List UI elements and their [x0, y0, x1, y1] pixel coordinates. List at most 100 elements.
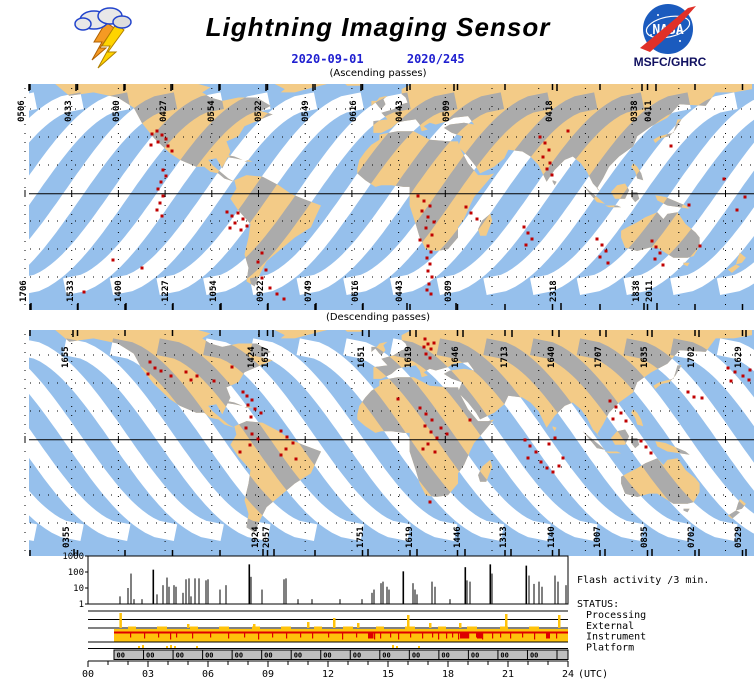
utc-unit-label: (UTC) — [578, 669, 608, 680]
pass-ticks — [29, 330, 744, 556]
svg-text:1619: 1619 — [404, 346, 414, 368]
svg-text:0500: 0500 — [112, 100, 122, 122]
svg-text:1619: 1619 — [405, 526, 415, 548]
svg-text:1629: 1629 — [734, 346, 744, 368]
svg-text:0338: 0338 — [630, 100, 640, 122]
pass-time-labels: 0506 0433 0500 0427 0554 0522 0549 0616 0443 0509… — [17, 84, 658, 310]
nasa-logo: NASA — [640, 4, 696, 54]
svg-text:0443: 0443 — [395, 280, 405, 302]
svg-text:00: 00 — [323, 652, 331, 660]
svg-text:0702: 0702 — [687, 526, 697, 548]
svg-text:0616: 0616 — [351, 280, 361, 302]
svg-text:1751: 1751 — [356, 526, 366, 548]
nasa-orbit-ellipse — [645, 15, 691, 39]
svg-text:0549: 0549 — [301, 100, 311, 122]
cloud-icon — [74, 7, 132, 31]
date-doy: 2020/245 — [406, 52, 465, 66]
svg-text:03: 03 — [142, 669, 154, 680]
svg-text:0922: 0922 — [256, 280, 266, 302]
svg-text:06: 06 — [202, 669, 214, 680]
svg-text:1657: 1657 — [261, 346, 271, 368]
descending-caption: (Descending passes) — [325, 312, 431, 323]
graticule — [24, 334, 754, 552]
svg-text:0418: 0418 — [545, 100, 555, 122]
page-title: Lightning Imaging Sensor — [205, 12, 551, 42]
svg-text:0616: 0616 — [349, 100, 359, 122]
storm-cloud-lightning-icon — [74, 7, 132, 69]
svg-text:1446: 1446 — [453, 526, 463, 548]
svg-text:00: 00 — [500, 652, 508, 660]
instrument-red-line — [114, 631, 568, 640]
svg-text:09: 09 — [262, 669, 274, 680]
pass-time-labels: 1655 1424 1657 1651 1619 1646 1713 1640 1707 1635… — [61, 330, 747, 556]
svg-text:1702: 1702 — [687, 346, 697, 368]
svg-text:0506: 0506 — [17, 100, 27, 122]
svg-text:100: 100 — [68, 568, 84, 578]
svg-text:1706: 1706 — [19, 280, 29, 302]
svg-text:0749: 0749 — [304, 280, 314, 302]
svg-text:00: 00 — [82, 669, 94, 680]
flash-dots — [82, 129, 747, 301]
instrument-status-band — [114, 626, 568, 642]
activity-plot-box — [87, 555, 569, 605]
status-row-label: Processing — [586, 610, 646, 621]
svg-text:0411: 0411 — [644, 100, 654, 122]
svg-text:00: 00 — [146, 652, 154, 660]
svg-text:1140: 1140 — [547, 526, 557, 548]
svg-text:12: 12 — [322, 669, 334, 680]
svg-text:00: 00 — [117, 652, 125, 660]
ascending-caption: (Ascending passes) — [329, 68, 427, 79]
svg-text:00: 00 — [382, 652, 390, 660]
svg-text:0427: 0427 — [159, 100, 169, 122]
svg-text:0509: 0509 — [442, 100, 452, 122]
svg-text:0433: 0433 — [64, 100, 74, 122]
platform-status-marks — [138, 645, 420, 648]
svg-text:00: 00 — [441, 652, 449, 660]
svg-text:00: 00 — [471, 652, 479, 660]
svg-text:1651: 1651 — [357, 346, 367, 368]
svg-text:1924: 1924 — [251, 526, 261, 548]
status-row-label: Platform — [586, 642, 634, 653]
svg-text:1640: 1640 — [547, 346, 557, 368]
svg-text:0443: 0443 — [395, 100, 405, 122]
map-ascending-passes: 0506 0433 0500 0427 0554 0522 0549 0616 0443 0509… — [17, 84, 754, 310]
svg-text:1: 1 — [79, 600, 84, 610]
svg-text:1400: 1400 — [114, 280, 124, 302]
svg-text:18: 18 — [442, 669, 454, 680]
svg-text:1227: 1227 — [161, 280, 171, 302]
pass-ticks — [29, 84, 744, 310]
svg-text:0554: 0554 — [207, 100, 217, 122]
graticule — [24, 88, 754, 306]
svg-text:24: 24 — [562, 669, 574, 680]
flash-activity-bars — [119, 564, 567, 604]
utc-axis: 00 03 06 09 12 15 18 21 24 (UTC) — [82, 660, 608, 680]
svg-text:00: 00 — [235, 652, 243, 660]
svg-text:21: 21 — [502, 669, 514, 680]
lightning-bolt-yellow-icon — [97, 23, 125, 69]
agency-label: MSFC/GHRC — [633, 55, 707, 69]
svg-text:15: 15 — [382, 669, 394, 680]
svg-text:00: 00 — [530, 652, 538, 660]
external-status-marks — [119, 613, 561, 628]
svg-text:1838: 1838 — [632, 280, 642, 302]
granule-band: 00 00 00 00 00 00 00 00 00 00 00 00 00 00 00 — [113, 649, 569, 660]
flash-dots — [146, 337, 752, 504]
svg-text:00: 00 — [412, 652, 420, 660]
svg-text:1707: 1707 — [594, 346, 604, 368]
svg-text:1635: 1635 — [640, 346, 650, 368]
svg-text:00: 00 — [264, 652, 272, 660]
svg-text:2011: 2011 — [645, 280, 655, 302]
map-descending-passes: 1655 1424 1657 1651 1619 1646 1713 1640 1707 1635… — [24, 330, 754, 556]
svg-text:00: 00 — [294, 652, 302, 660]
svg-text:2057: 2057 — [262, 526, 272, 548]
svg-text:1646: 1646 — [451, 346, 461, 368]
svg-text:2318: 2318 — [549, 280, 559, 302]
status-row-label: External — [586, 621, 634, 632]
svg-text:0835: 0835 — [640, 526, 650, 548]
nasa-swoosh — [640, 6, 696, 52]
svg-text:00: 00 — [205, 652, 213, 660]
status-row-label: Instrument — [586, 632, 646, 643]
status-label: STATUS: — [577, 599, 619, 610]
